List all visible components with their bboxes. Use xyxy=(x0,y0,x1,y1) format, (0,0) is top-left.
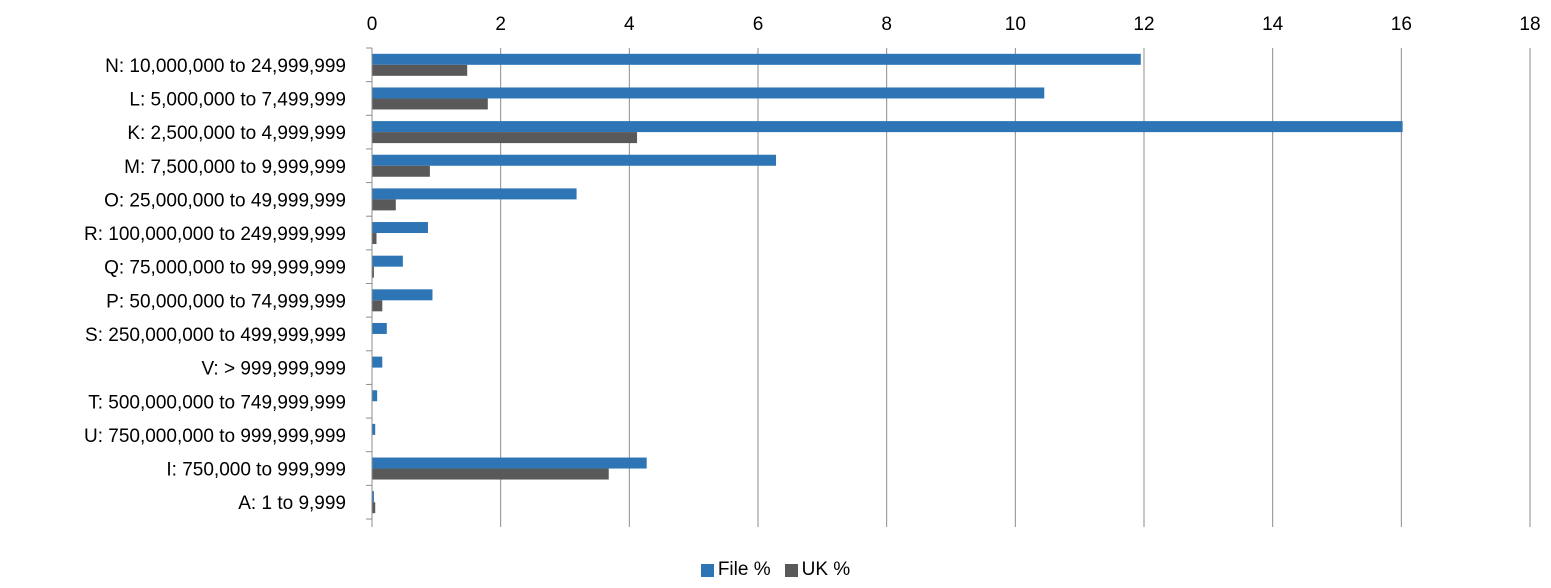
bar-uk-6 xyxy=(372,266,374,278)
legend-swatch-file xyxy=(700,563,714,577)
x-tick-label-1: 2 xyxy=(495,14,506,35)
legend: File % UK % xyxy=(0,556,1551,584)
bar-uk-2 xyxy=(372,132,638,144)
bar-uk-1 xyxy=(372,98,488,110)
bar-file-1 xyxy=(372,87,1045,99)
legend-label-file: File % xyxy=(717,559,771,580)
bar-uk-12 xyxy=(372,468,609,480)
bar-file-9 xyxy=(372,356,383,368)
category-label-13: A: 1 to 9,999 xyxy=(238,493,346,514)
category-label-6: Q: 75,000,000 to 99,999,999 xyxy=(104,258,346,279)
legend-item-file: File % xyxy=(700,559,771,581)
bar-file-5 xyxy=(372,222,428,234)
bar-file-12 xyxy=(372,457,647,469)
category-label-10: T: 500,000,000 to 749,999,999 xyxy=(88,392,346,413)
bar-file-3 xyxy=(372,154,777,166)
bar-file-4 xyxy=(372,188,577,200)
x-tick-label-7: 14 xyxy=(1262,14,1284,35)
bar-file-10 xyxy=(372,390,378,402)
legend-item-uk: UK % xyxy=(784,559,851,581)
bar-file-2 xyxy=(372,121,1403,133)
category-label-11: U: 750,000,000 to 999,999,999 xyxy=(84,426,346,447)
bar-file-0 xyxy=(372,53,1141,65)
bar-uk-0 xyxy=(372,64,468,76)
x-tick-label-8: 16 xyxy=(1391,14,1412,35)
bar-uk-7 xyxy=(372,300,383,312)
category-label-5: R: 100,000,000 to 249,999,999 xyxy=(84,224,346,245)
x-tick-label-9: 18 xyxy=(1519,14,1540,35)
bar-uk-5 xyxy=(372,233,377,245)
category-label-4: O: 25,000,000 to 49,999,999 xyxy=(104,190,346,211)
bar-file-6 xyxy=(372,255,403,267)
category-label-8: S: 250,000,000 to 499,999,999 xyxy=(85,325,346,346)
category-label-7: P: 50,000,000 to 74,999,999 xyxy=(106,291,346,312)
category-label-12: I: 750,000 to 999,999 xyxy=(166,460,346,481)
legend-swatch-uk xyxy=(784,563,798,577)
x-tick-label-2: 4 xyxy=(624,14,635,35)
category-label-2: K: 2,500,000 to 4,999,999 xyxy=(127,123,346,144)
x-tick-label-6: 12 xyxy=(1133,14,1154,35)
x-tick-label-0: 0 xyxy=(367,14,378,35)
bar-uk-13 xyxy=(372,502,376,514)
bar-file-11 xyxy=(372,423,376,435)
category-label-1: L: 5,000,000 to 7,499,999 xyxy=(129,89,346,110)
category-label-9: V: > 999,999,999 xyxy=(201,359,346,380)
legend-label-uk: UK % xyxy=(801,559,851,580)
bar-uk-4 xyxy=(372,199,396,211)
bar-file-7 xyxy=(372,289,433,301)
bar-file-8 xyxy=(372,322,387,334)
x-tick-label-4: 8 xyxy=(881,14,892,35)
category-label-3: M: 7,500,000 to 9,999,999 xyxy=(124,157,346,178)
bar-uk-3 xyxy=(372,165,430,177)
category-label-0: N: 10,000,000 to 24,999,999 xyxy=(105,56,346,77)
x-tick-label-3: 6 xyxy=(753,14,764,35)
x-tick-label-5: 10 xyxy=(1005,14,1026,35)
bar-file-13 xyxy=(372,491,374,503)
